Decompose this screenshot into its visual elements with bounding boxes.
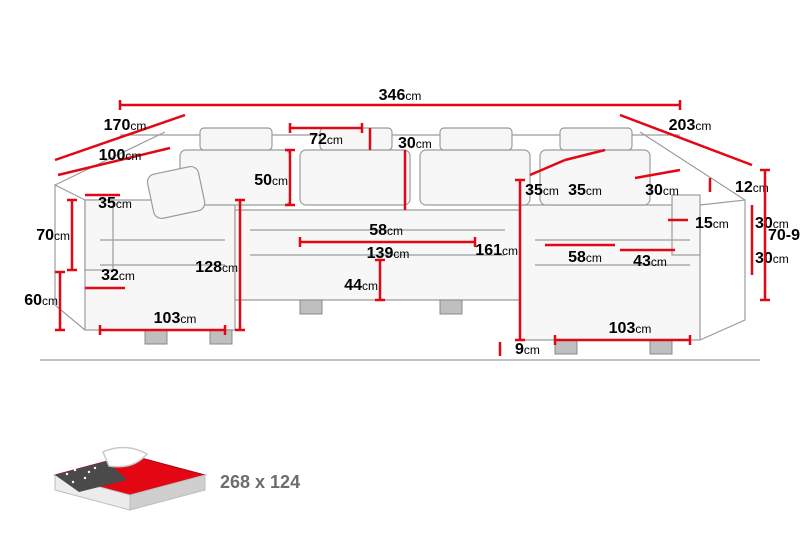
- svg-text:103cm: 103cm: [154, 310, 197, 327]
- svg-text:128cm: 128cm: [195, 259, 238, 276]
- svg-text:60cm: 60cm: [24, 292, 58, 309]
- svg-text:32cm: 32cm: [101, 267, 135, 284]
- svg-text:15cm: 15cm: [695, 215, 729, 232]
- svg-text:30cm: 30cm: [398, 135, 432, 152]
- svg-text:103cm: 103cm: [609, 320, 652, 337]
- svg-text:9cm: 9cm: [515, 341, 540, 358]
- svg-text:170cm: 170cm: [104, 117, 147, 134]
- bed-size-label: 268 x 124: [220, 472, 300, 492]
- svg-text:30cm: 30cm: [755, 250, 789, 267]
- svg-text:161cm: 161cm: [475, 242, 518, 259]
- svg-text:58cm: 58cm: [568, 249, 602, 266]
- svg-text:35cm: 35cm: [525, 182, 559, 199]
- svg-text:43cm: 43cm: [633, 253, 667, 270]
- svg-text:35cm: 35cm: [98, 195, 132, 212]
- svg-text:346cm: 346cm: [379, 87, 422, 104]
- svg-text:50cm: 50cm: [254, 172, 288, 189]
- svg-text:58cm: 58cm: [369, 222, 403, 239]
- svg-text:139cm: 139cm: [367, 245, 410, 262]
- svg-text:100cm: 100cm: [99, 147, 142, 164]
- bed-badge: 268 x 124: [55, 447, 300, 510]
- svg-text:30cm: 30cm: [645, 182, 679, 199]
- svg-text:35cm: 35cm: [568, 182, 602, 199]
- svg-text:70cm: 70cm: [36, 227, 70, 244]
- svg-text:72cm: 72cm: [309, 131, 343, 148]
- svg-text:203cm: 203cm: [669, 117, 712, 134]
- svg-text:12cm: 12cm: [735, 179, 769, 196]
- svg-text:44cm: 44cm: [344, 277, 378, 294]
- svg-text:70-90cm: 70-90cm: [768, 227, 800, 244]
